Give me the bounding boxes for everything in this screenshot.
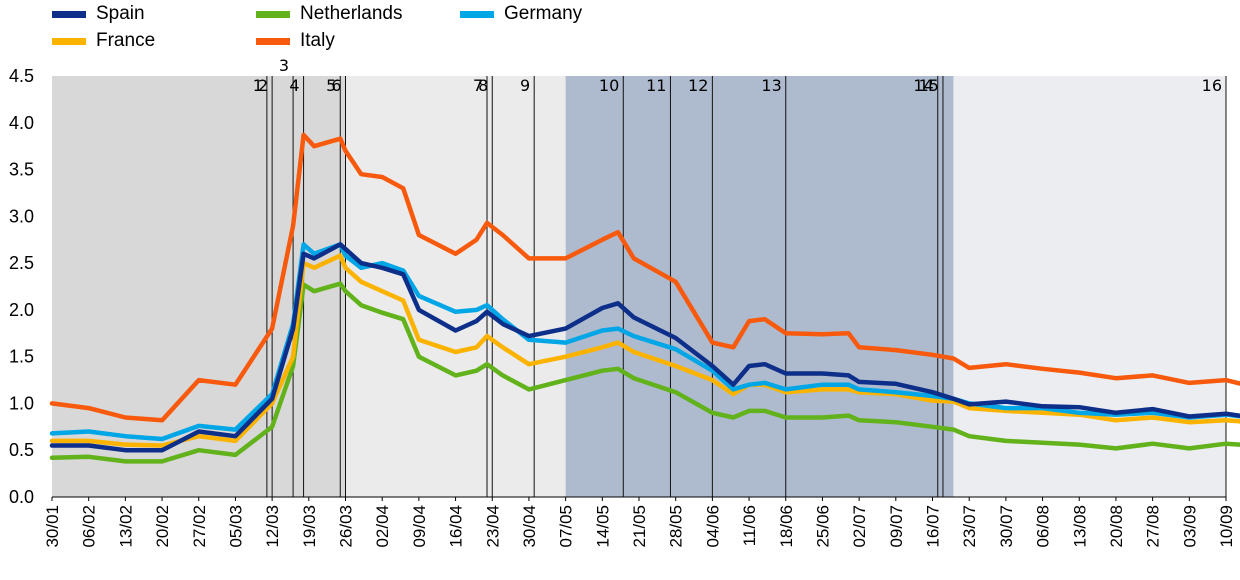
x-tick-label: 16/07 — [924, 505, 943, 548]
y-tick-label: 4.5 — [9, 66, 34, 86]
x-tick-label: 13/08 — [1070, 505, 1089, 548]
event-label-13: 13 — [761, 76, 781, 95]
x-tick-label: 13/02 — [116, 505, 135, 548]
x-tick-label: 27/08 — [1144, 505, 1163, 548]
event-label-16: 16 — [1202, 76, 1222, 95]
legend-label: France — [96, 30, 156, 51]
x-tick-label: 02/04 — [373, 505, 392, 548]
legend-item-spain: Spain — [52, 3, 145, 25]
x-tick-label: 21/05 — [630, 505, 649, 548]
x-tick-label: 20/08 — [1107, 505, 1126, 548]
shaded-period-2 — [345, 76, 566, 497]
legend-item-netherlands: Netherlands — [256, 3, 402, 25]
series-line-italy — [49, 132, 1240, 423]
x-tick-label: 03/09 — [1180, 505, 1199, 548]
y-tick-label: 0.0 — [9, 487, 34, 507]
axes: 0.0 0.5 1.0 1.5 2.0 2.5 3.0 3.5 4.0 4.5 30/01 06/02… — [9, 66, 1236, 548]
x-tick-label: 18/06 — [777, 505, 796, 548]
x-tick-label: 30/01 — [43, 505, 62, 548]
x-tick-label: 23/07 — [960, 505, 979, 548]
y-tick-label: 2.0 — [9, 300, 34, 320]
event-label-6: 6 — [331, 76, 341, 95]
x-tick-label: 02/07 — [850, 505, 869, 548]
x-tick-label: 06/08 — [1034, 505, 1053, 548]
legend-label: Italy — [300, 30, 335, 51]
x-tick-label: 07/05 — [557, 505, 576, 548]
shaded-period-3 — [565, 76, 954, 497]
event-label-9: 9 — [520, 76, 530, 95]
legend-swatch — [52, 10, 86, 18]
legend-swatch — [256, 37, 290, 45]
series-line-france — [49, 253, 1240, 448]
x-tick-label: 12/03 — [263, 505, 282, 548]
series-line-spain — [49, 242, 1240, 453]
event-label-12: 12 — [688, 76, 708, 95]
x-tick-label: 11/06 — [740, 505, 759, 546]
legend-label: Spain — [96, 3, 145, 24]
event-label-8: 8 — [478, 76, 488, 95]
y-tick-label: 1.0 — [9, 393, 34, 413]
y-tick-label: 3.5 — [9, 160, 34, 180]
x-tick-label: 30/04 — [520, 505, 539, 548]
legend-item-italy: Italy — [256, 30, 335, 52]
event-label-3: 3 — [279, 56, 289, 75]
x-tick-label: 25/06 — [813, 505, 832, 548]
legend-item-france: France — [52, 30, 155, 52]
legend-item-germany: Germany — [460, 3, 582, 25]
y-tick-label: 3.0 — [9, 206, 34, 226]
series-lines — [49, 132, 1240, 464]
event-label-14: 14 — [913, 76, 933, 95]
x-tick-label: 16/04 — [447, 505, 466, 548]
x-tick-label: 14/05 — [593, 505, 612, 548]
x-tick-label: 26/03 — [337, 505, 356, 548]
legend-label: Netherlands — [300, 3, 403, 24]
x-tick-label: 19/03 — [300, 505, 319, 548]
legend-swatch — [460, 10, 494, 18]
event-label-7: 7 — [473, 76, 483, 95]
legend-swatch — [256, 10, 290, 18]
y-tick-label: 2.5 — [9, 253, 34, 273]
x-tick-label: 30/07 — [997, 505, 1016, 548]
event-label-15: 15 — [919, 76, 939, 95]
x-tick-label: 20/02 — [153, 505, 172, 548]
event-label-2: 2 — [258, 76, 268, 95]
event-label-4: 4 — [289, 76, 299, 95]
x-tick-label: 28/05 — [667, 505, 686, 548]
y-tick-label: 0.5 — [9, 440, 34, 460]
x-tick-label: 09/07 — [887, 505, 906, 548]
legend-swatch — [52, 37, 86, 45]
x-tick-label: 09/04 — [410, 505, 429, 548]
event-label-5: 5 — [326, 76, 336, 95]
legend-label: Germany — [504, 3, 583, 24]
x-tick-label: 10/09 — [1217, 505, 1236, 548]
x-tick-label: 06/02 — [80, 505, 99, 548]
y-tick-label: 1.5 — [9, 347, 34, 367]
x-tick-label: 04/06 — [703, 505, 722, 548]
event-label-1: 1 — [253, 76, 263, 95]
x-tick-label: 23/04 — [483, 505, 502, 548]
x-tick-label: 05/03 — [226, 505, 245, 548]
event-label-11: 11 — [646, 76, 666, 95]
shaded-periods — [52, 76, 1226, 497]
y-tick-label: 4.0 — [9, 113, 34, 133]
x-tick-label: 27/02 — [190, 505, 209, 548]
event-label-10: 10 — [599, 76, 619, 95]
shaded-period-4 — [953, 76, 1226, 497]
